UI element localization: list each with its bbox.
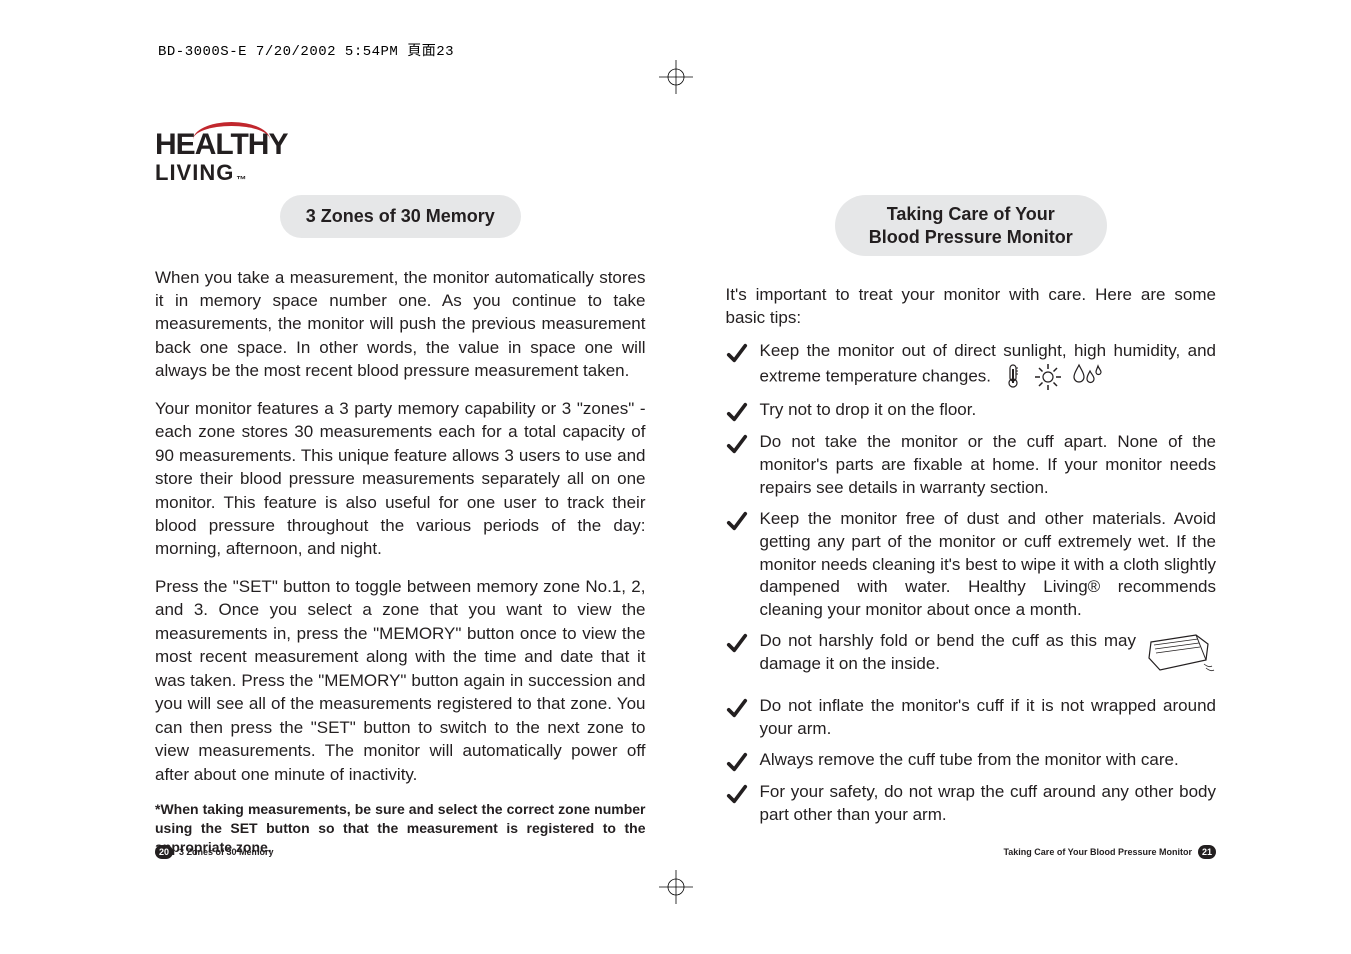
logo-line1-pre: HE bbox=[155, 130, 195, 160]
thermometer-icon bbox=[1002, 363, 1024, 389]
logo-tm: ™ bbox=[236, 175, 247, 186]
water-drops-icon bbox=[1072, 363, 1102, 389]
tip-item: Keep the monitor out of direct sunlight,… bbox=[726, 340, 1217, 391]
healthy-living-logo: HEALTHY LIVING™ bbox=[155, 130, 320, 186]
checkmark-icon bbox=[726, 401, 748, 423]
tip-text: For your safety, do not wrap the cuff ar… bbox=[760, 781, 1217, 827]
left-body: When you take a measurement, the monitor… bbox=[155, 266, 646, 871]
page-number-left: 20 bbox=[155, 845, 173, 859]
logo-swoosh-icon: ALTH bbox=[195, 130, 269, 160]
tip-item: Do not harshly fold or bend the cuff as … bbox=[726, 630, 1217, 687]
right-intro: It's important to treat your monitor wit… bbox=[726, 284, 1217, 330]
left-p3: Press the "SET" button to toggle between… bbox=[155, 575, 646, 786]
tip-text: Try not to drop it on the floor. bbox=[760, 399, 1217, 422]
registration-mark-top-icon bbox=[659, 60, 693, 94]
tip-item: Do not inflate the monitor's cuff if it … bbox=[726, 695, 1217, 741]
left-footer: 20 3 Zones of 30 Memory bbox=[155, 845, 274, 859]
tip-item: Always remove the cuff tube from the mon… bbox=[726, 749, 1217, 773]
right-footer: 21 Taking Care of Your Blood Pressure Mo… bbox=[1003, 845, 1216, 859]
left-page: 3 Zones of 30 Memory When you take a mea… bbox=[155, 195, 646, 859]
page-number-right: 21 bbox=[1198, 845, 1216, 859]
logo-line1: HEALTHY bbox=[155, 130, 320, 160]
checkmark-icon bbox=[726, 342, 748, 364]
checkmark-icon bbox=[726, 433, 748, 455]
registration-mark-bottom-icon bbox=[659, 870, 693, 904]
logo-line1-post: Y bbox=[268, 130, 287, 160]
checkmark-icon bbox=[726, 697, 748, 719]
left-footer-text: 3 Zones of 30 Memory bbox=[179, 847, 274, 857]
checkmark-icon bbox=[726, 632, 748, 654]
tip-item: Keep the monitor free of dust and other … bbox=[726, 508, 1217, 623]
weather-icons bbox=[1002, 363, 1102, 391]
tip-text: Do not inflate the monitor's cuff if it … bbox=[760, 695, 1217, 741]
checkmark-icon bbox=[726, 783, 748, 805]
right-footer-text: Taking Care of Your Blood Pressure Monit… bbox=[1003, 847, 1192, 857]
tip-list: Keep the monitor out of direct sunlight,… bbox=[726, 340, 1217, 835]
tip-item: Try not to drop it on the floor. bbox=[726, 399, 1217, 423]
right-page: Taking Care of Your Blood Pressure Monit… bbox=[726, 195, 1217, 859]
tip-text: Do not take the monitor or the cuff apar… bbox=[760, 431, 1217, 500]
sun-icon bbox=[1034, 363, 1062, 391]
tip-item: For your safety, do not wrap the cuff ar… bbox=[726, 781, 1217, 827]
left-p2: Your monitor features a 3 party memory c… bbox=[155, 397, 646, 561]
logo-line2: LIVING™ bbox=[155, 160, 320, 186]
checkmark-icon bbox=[726, 510, 748, 532]
checkmark-icon bbox=[726, 751, 748, 773]
tip-text: Keep the monitor out of direct sunlight,… bbox=[760, 340, 1217, 391]
tip-text: Keep the monitor free of dust and other … bbox=[760, 508, 1217, 623]
tip-text: Always remove the cuff tube from the mon… bbox=[760, 749, 1217, 772]
cuff-illustration-icon bbox=[1146, 630, 1216, 683]
left-heading: 3 Zones of 30 Memory bbox=[280, 195, 521, 238]
tip-text: Do not harshly fold or bend the cuff as … bbox=[760, 630, 1217, 687]
print-file-header: BD-3000S-E 7/20/2002 5:54PM 頁面23 bbox=[158, 40, 454, 60]
left-p1: When you take a measurement, the monitor… bbox=[155, 266, 646, 383]
tip-item: Do not take the monitor or the cuff apar… bbox=[726, 431, 1217, 500]
right-heading: Taking Care of Your Blood Pressure Monit… bbox=[835, 195, 1107, 256]
